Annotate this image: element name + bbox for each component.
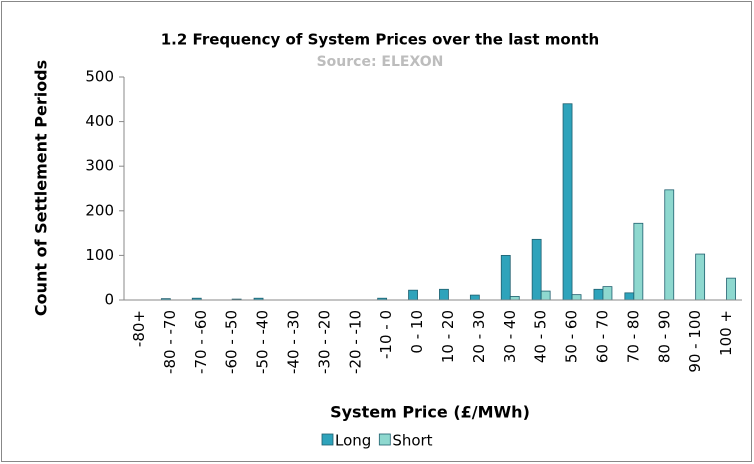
legend-label: Long	[335, 432, 371, 450]
y-tick-label: 200	[85, 201, 114, 219]
chart-subtitle: Source: ELEXON	[317, 54, 444, 70]
bar	[695, 253, 706, 301]
legend-label: Short	[392, 432, 432, 450]
y-tick-label: 300	[85, 157, 114, 175]
x-tick-label: 70 - 80	[624, 310, 642, 363]
y-tick-label: 500	[85, 68, 114, 86]
x-tick-label: -10 - 0	[377, 310, 395, 359]
x-tick-label: 60 - 70	[593, 310, 611, 363]
bar	[509, 296, 520, 301]
x-tick-label: -60 - -50	[223, 310, 241, 374]
x-tick-label: -80 - -70	[161, 310, 179, 374]
legend-swatch	[321, 433, 334, 446]
x-tick-label: -70 - -60	[192, 310, 210, 374]
x-tick-label: 80 - 90	[655, 310, 673, 363]
x-tick-label: 0 - 10	[408, 310, 426, 354]
bar	[571, 294, 582, 301]
legend-swatch	[378, 433, 391, 446]
x-tick-label: 40 - 50	[532, 310, 550, 363]
bar	[726, 277, 736, 301]
bar	[408, 289, 418, 301]
x-tick-label: 20 - 30	[470, 310, 488, 363]
y-tick-label: 100	[85, 246, 114, 264]
x-tick-label: 10 - 20	[439, 310, 457, 363]
x-tick-label: -20 - -10	[346, 310, 364, 374]
y-tick-label: 0	[104, 291, 114, 309]
x-tick-label: -50 - -40	[254, 310, 272, 374]
x-tick-label: 100 +	[717, 310, 735, 356]
bar	[664, 189, 675, 301]
x-axis-title: System Price (£/MWh)	[330, 403, 530, 422]
x-tick-label: -80+	[130, 310, 148, 347]
bar	[633, 222, 644, 301]
chart-title: 1.2 Frequency of System Prices over the …	[161, 31, 600, 49]
bar	[540, 290, 551, 301]
x-tick-label: -30 - -20	[315, 310, 333, 374]
bar	[439, 288, 449, 301]
bar	[593, 288, 604, 301]
x-tick-label: 90 - 100	[686, 310, 704, 373]
bar	[602, 286, 613, 301]
bar	[531, 238, 542, 301]
bar	[624, 292, 635, 301]
y-tick-label: 400	[85, 112, 114, 130]
bar	[500, 254, 511, 301]
x-tick-label: 50 - 60	[563, 310, 581, 363]
x-tick-label: 30 - 40	[501, 310, 519, 363]
y-axis-title: Count of Settlement Periods	[32, 60, 51, 316]
bar	[562, 103, 573, 301]
x-tick-label: -40 - -30	[284, 310, 302, 374]
bar	[469, 294, 480, 301]
